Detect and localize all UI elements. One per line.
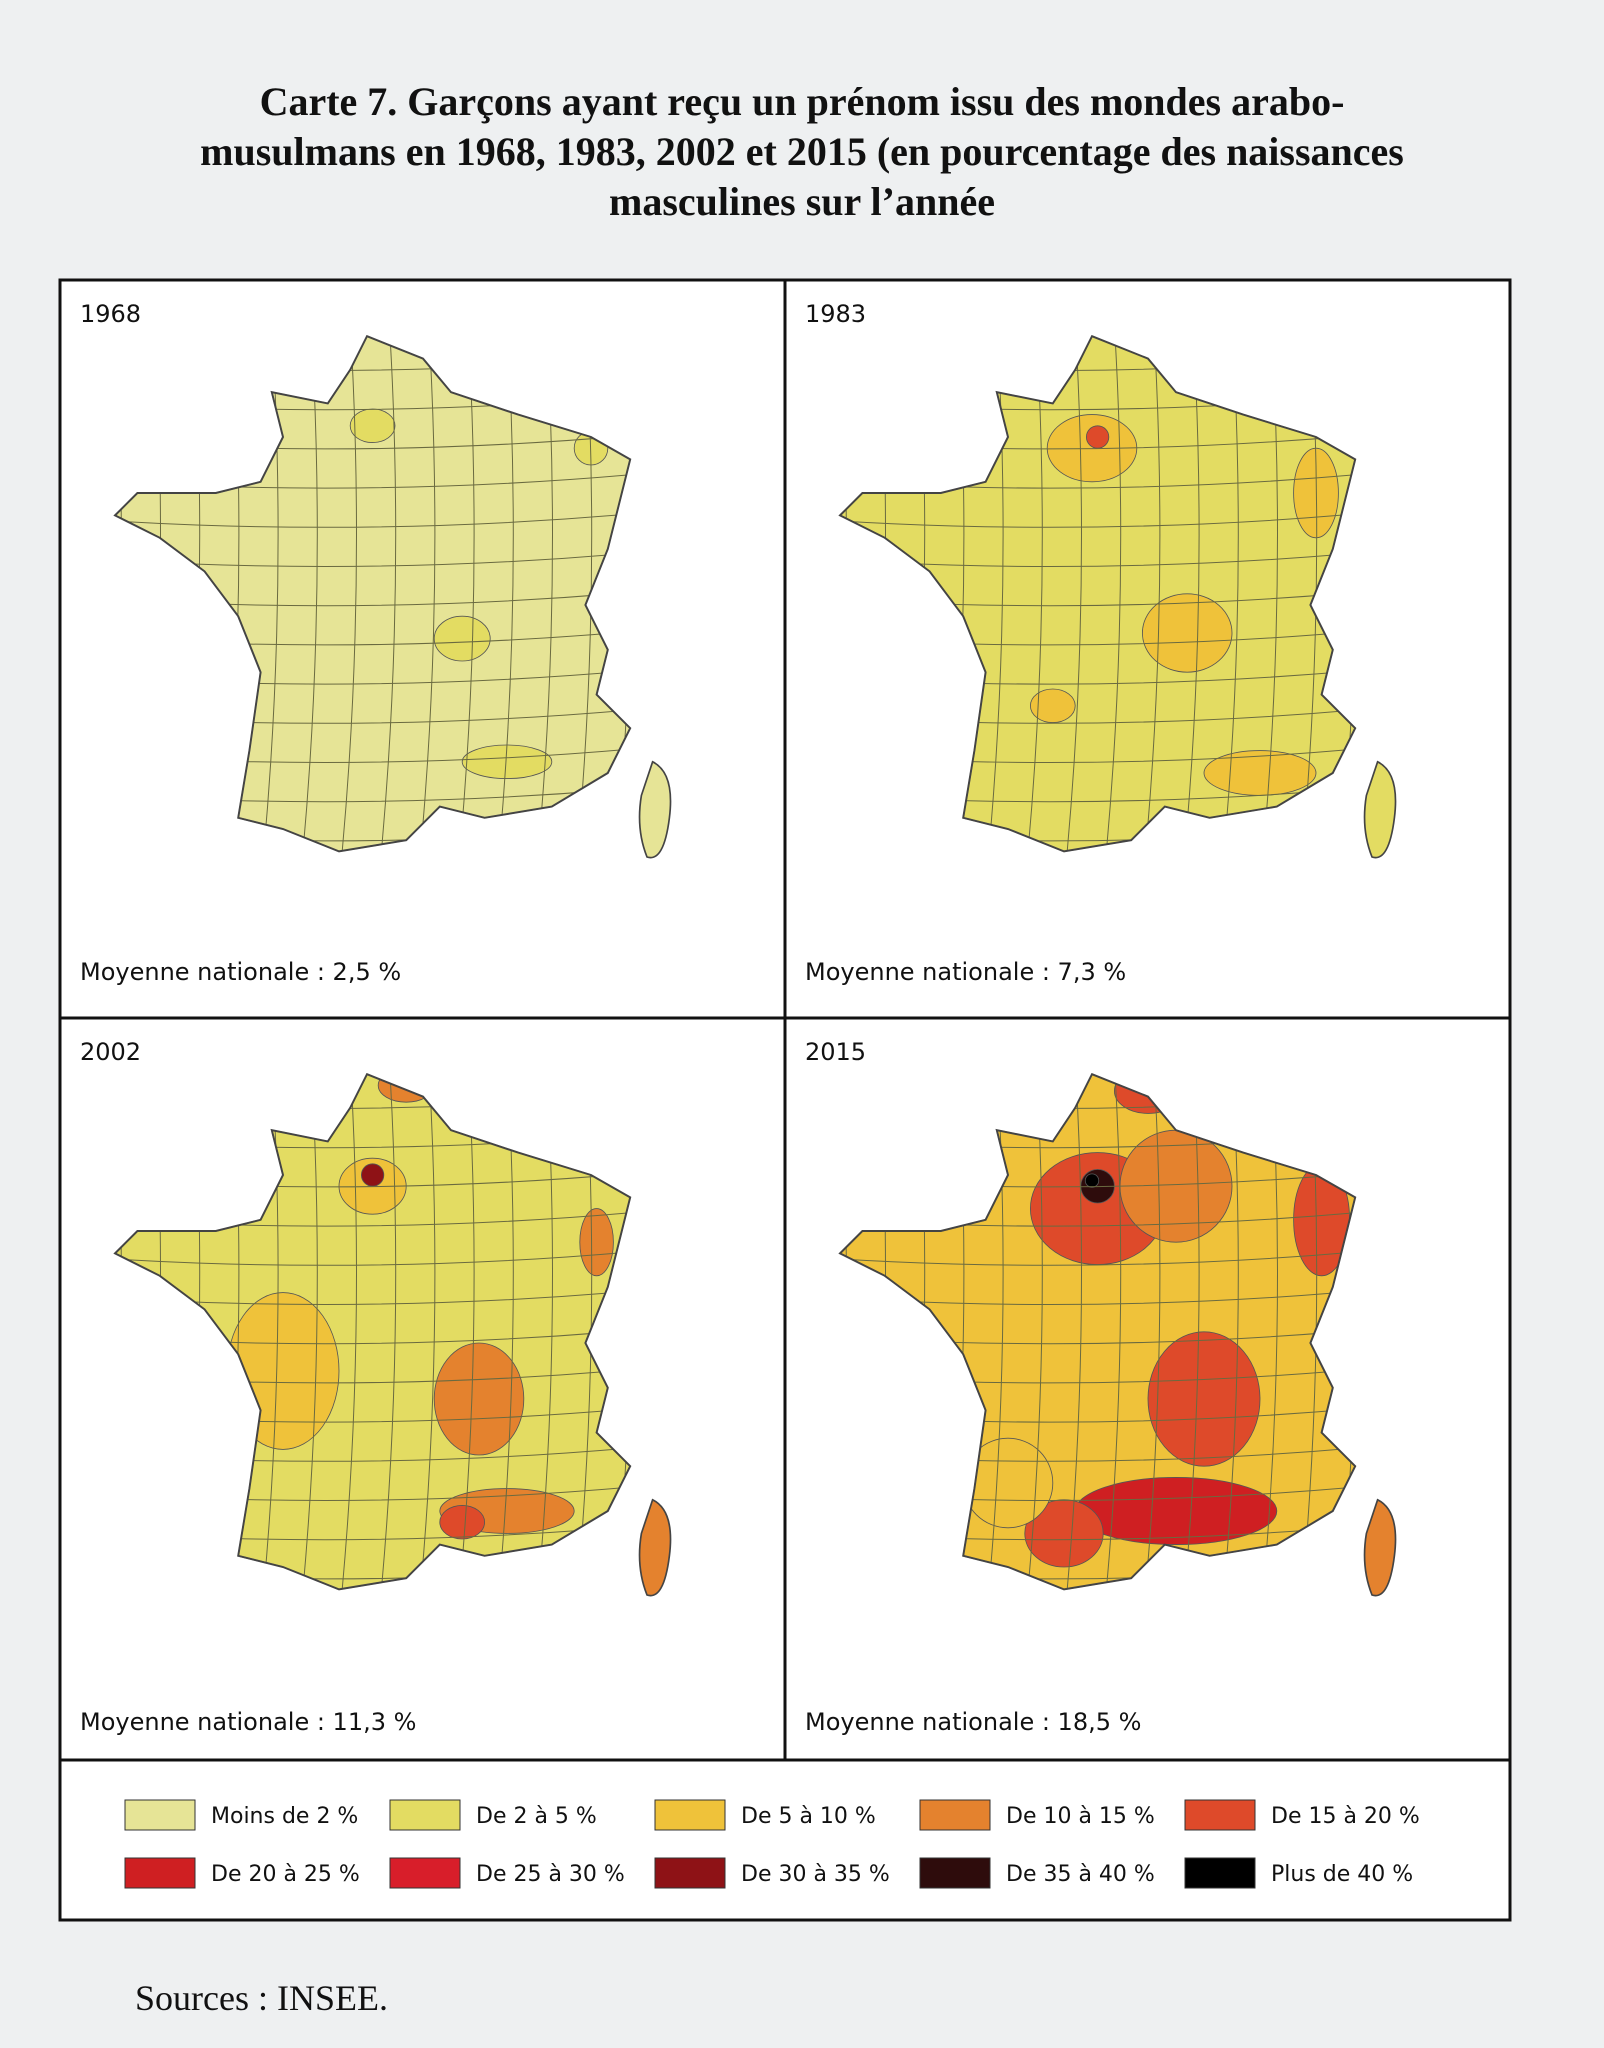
dept-line — [1063, 336, 1083, 852]
panel-year: 2002 — [80, 1038, 141, 1066]
dept-line — [115, 1247, 631, 1266]
legend-swatch — [919, 1857, 991, 1889]
dept-line — [840, 1247, 1356, 1266]
dept-line — [1181, 1074, 1200, 1590]
hotspot — [1141, 593, 1233, 673]
dept-line — [456, 336, 475, 852]
france-outline — [838, 1072, 1357, 1591]
hotspot — [433, 1342, 525, 1456]
dept-line — [416, 336, 436, 852]
legend-swatch — [654, 1857, 726, 1889]
dept-line — [456, 1074, 475, 1590]
legend: Moins de 2 % De 2 à 5 % De 5 à 10 % De 10 à… — [124, 1799, 1420, 1889]
france-map — [113, 334, 672, 859]
hotspot — [579, 1208, 614, 1277]
legend-swatch — [919, 1799, 991, 1831]
legend-label: Moins de 2 % — [211, 1804, 358, 1829]
title-line: Carte 7. Garçons ayant reçu un prénom is… — [260, 79, 1345, 124]
france-outline — [838, 334, 1357, 853]
corsica — [638, 1498, 672, 1597]
dept-line — [115, 509, 631, 528]
dept-line — [299, 1074, 318, 1590]
legend-swatch — [654, 1799, 726, 1831]
dept-line — [1141, 336, 1161, 852]
legend-swatch — [389, 1857, 461, 1889]
maps: 1968 Moyenne nationale : 2,5 % 1983 Moyenne… — [80, 300, 1397, 1736]
hotspot — [1147, 1331, 1261, 1467]
title-line: masculines sur l’année — [609, 179, 995, 224]
national-average: Moyenne nationale : 7,3 % — [805, 958, 1126, 986]
title-line: musulmans en 1968, 1983, 2002 et 2015 (e… — [200, 129, 1404, 174]
hotspot — [349, 408, 396, 444]
panel-year: 1968 — [80, 300, 141, 328]
legend-swatch — [389, 1799, 461, 1831]
legend-swatch — [1184, 1799, 1256, 1831]
legend-label: De 10 à 15 % — [1006, 1804, 1155, 1829]
national-average: Moyenne nationale : 11,3 % — [80, 1708, 416, 1736]
dept-line — [1024, 336, 1043, 852]
legend-swatch — [124, 1799, 196, 1831]
france-outline — [113, 334, 632, 853]
dept-line — [1063, 1074, 1083, 1590]
legend-swatch — [124, 1857, 196, 1889]
legend-label: De 20 à 25 % — [211, 1862, 360, 1887]
legend-label: De 35 à 40 % — [1006, 1862, 1155, 1887]
dept-line — [416, 1074, 436, 1590]
dept-line — [1024, 1074, 1043, 1590]
hotspot — [433, 615, 491, 662]
legend-label: De 15 à 20 % — [1271, 1804, 1420, 1829]
national-average: Moyenne nationale : 2,5 % — [80, 958, 401, 986]
hotspot — [1024, 1499, 1104, 1568]
dept-line — [1141, 1074, 1161, 1590]
corsica — [1363, 1498, 1397, 1597]
dept-line — [299, 336, 318, 852]
dept-line — [338, 1074, 358, 1590]
panel-year: 2015 — [805, 1038, 866, 1066]
hotspot — [360, 1163, 385, 1187]
legend-label: De 30 à 35 % — [741, 1862, 890, 1887]
hotspot — [1203, 750, 1317, 796]
hotspot — [1085, 425, 1110, 449]
dept-line — [338, 336, 358, 852]
hotspot — [1084, 1173, 1100, 1188]
hotspots — [962, 1074, 1351, 1568]
panel-year: 1983 — [805, 300, 866, 328]
panel: 1968 Moyenne nationale : 2,5 % — [80, 300, 672, 986]
dept-line — [840, 509, 1356, 528]
legend-label: De 5 à 10 % — [741, 1804, 876, 1829]
corsica — [1363, 760, 1397, 859]
hotspot — [1029, 688, 1076, 724]
hotspot — [439, 1504, 486, 1540]
legend-label: De 25 à 30 % — [476, 1862, 625, 1887]
national-average: Moyenne nationale : 18,5 % — [805, 1708, 1141, 1736]
france-outline — [113, 1072, 632, 1591]
legend-swatch — [1184, 1857, 1256, 1889]
dept-line — [1181, 336, 1200, 852]
legend-label: De 2 à 5 % — [476, 1804, 597, 1829]
legend-label: Plus de 40 % — [1271, 1862, 1413, 1887]
corsica — [638, 760, 672, 859]
source: Sources : INSEE. — [135, 1978, 388, 2018]
